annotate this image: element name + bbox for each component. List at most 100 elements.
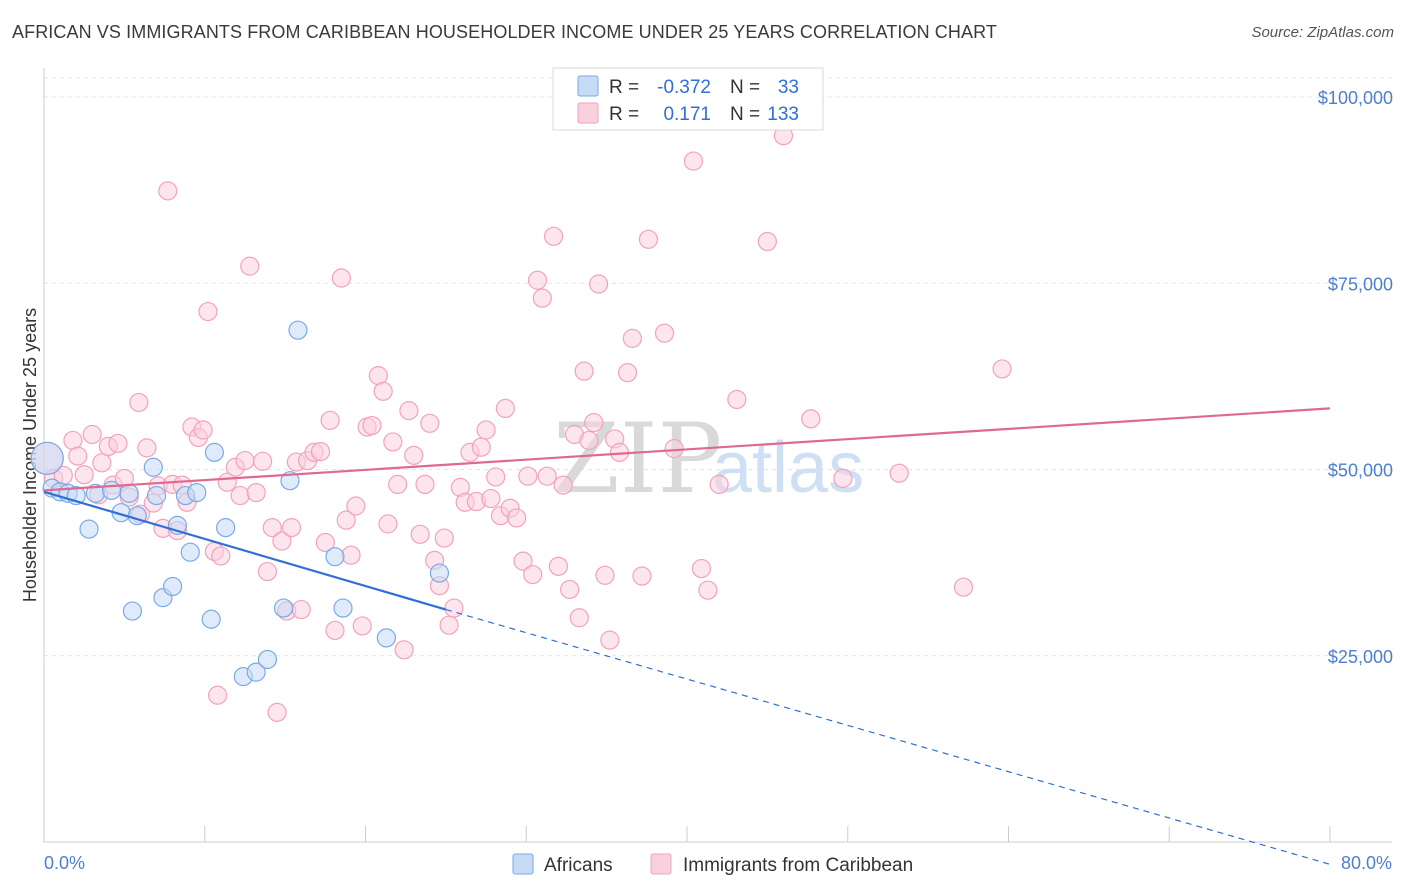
data-point xyxy=(394,640,414,660)
trend-lines xyxy=(43,407,1331,865)
data-point xyxy=(336,510,356,530)
data-point xyxy=(333,598,353,618)
data-point xyxy=(240,256,260,276)
data-point xyxy=(481,488,501,509)
series-legend: Africans Immigrants from Caribbean xyxy=(512,853,913,876)
data-point xyxy=(262,518,282,538)
x-tick-label-max: 80.0% xyxy=(1341,853,1392,873)
data-point xyxy=(216,518,236,538)
legend-n-value-0: 33 xyxy=(778,77,799,98)
legend-r-label-1: R = xyxy=(609,104,639,125)
data-point xyxy=(291,599,311,620)
x-ticks xyxy=(43,826,1331,842)
data-point xyxy=(579,430,599,451)
series-caribbean-points xyxy=(30,126,1012,722)
legend-r-value-0: -0.372 xyxy=(657,77,711,98)
data-point xyxy=(211,546,231,566)
data-point xyxy=(429,563,450,583)
data-point xyxy=(230,485,250,506)
data-point xyxy=(574,361,594,381)
data-point xyxy=(543,226,564,246)
data-point xyxy=(444,598,464,618)
data-point xyxy=(193,420,213,440)
data-point xyxy=(341,545,361,565)
watermark-atlas: atlas xyxy=(712,428,864,508)
data-point xyxy=(727,389,747,410)
data-point xyxy=(801,409,821,429)
data-point xyxy=(352,616,372,636)
data-point xyxy=(617,363,638,383)
data-point xyxy=(388,474,408,494)
data-point xyxy=(595,565,615,585)
data-point xyxy=(208,685,228,705)
data-point xyxy=(325,547,345,567)
data-point xyxy=(383,432,403,452)
data-point xyxy=(315,532,335,553)
data-point xyxy=(320,410,340,430)
data-point xyxy=(518,466,538,486)
data-point xyxy=(513,551,533,571)
data-point xyxy=(92,453,112,473)
data-point xyxy=(404,445,424,465)
data-point xyxy=(632,566,652,586)
data-point xyxy=(198,301,218,322)
data-point xyxy=(68,446,88,466)
trend-line-africans xyxy=(43,490,447,611)
data-point xyxy=(588,274,609,294)
data-point xyxy=(362,415,382,436)
data-point xyxy=(638,229,659,249)
data-point xyxy=(101,480,122,500)
data-point xyxy=(709,474,729,494)
data-point xyxy=(569,608,589,628)
y-tick-labels: $25,000 $50,000 $75,000 $100,000 xyxy=(1318,88,1393,667)
data-point xyxy=(833,468,853,489)
data-point xyxy=(201,609,221,629)
data-point xyxy=(119,483,139,503)
data-point xyxy=(600,630,620,650)
data-point xyxy=(346,496,366,516)
data-point xyxy=(122,601,143,621)
data-point xyxy=(553,475,573,495)
data-point xyxy=(253,451,273,471)
data-point xyxy=(82,424,102,445)
data-point xyxy=(584,412,604,433)
chart-source: Source: ZipAtlas.com xyxy=(1251,24,1394,41)
data-point xyxy=(204,442,224,462)
bottom-legend-swatch-africans xyxy=(512,853,534,875)
data-point xyxy=(272,531,292,551)
stats-legend: R = -0.372 N = 33 R = 0.171 N = 133 xyxy=(552,67,824,131)
data-point xyxy=(280,471,300,491)
data-point xyxy=(683,151,704,171)
data-point xyxy=(376,628,396,648)
data-point xyxy=(74,465,94,485)
data-point xyxy=(698,580,718,600)
watermark-zip: ZIP xyxy=(553,403,722,515)
legend-n-label-1: N = xyxy=(730,104,760,125)
data-point xyxy=(267,702,287,722)
series-africans-points xyxy=(30,320,450,687)
data-point xyxy=(992,359,1012,379)
data-point xyxy=(378,514,398,534)
y-tick-label: $50,000 xyxy=(1328,461,1393,481)
data-point xyxy=(180,542,200,562)
y-tick-label: $75,000 xyxy=(1328,274,1393,294)
data-point xyxy=(146,485,167,506)
data-point xyxy=(495,398,515,419)
legend-swatch-africans xyxy=(577,75,599,97)
data-point xyxy=(507,508,527,528)
data-point xyxy=(415,474,435,494)
data-point xyxy=(434,528,454,548)
data-point xyxy=(622,328,642,348)
bottom-legend-swatch-caribbean xyxy=(650,853,672,875)
y-tick-label: $100,000 xyxy=(1318,88,1393,108)
trend-line-caribbean xyxy=(43,407,1331,492)
data-point xyxy=(281,518,302,538)
x-tick-label-min: 0.0% xyxy=(44,853,85,873)
data-point xyxy=(246,482,266,503)
data-point xyxy=(471,437,491,457)
watermark: ZIP atlas xyxy=(553,403,864,515)
y-tick-label: $25,000 xyxy=(1328,647,1393,667)
data-point xyxy=(664,439,684,459)
data-point xyxy=(523,564,543,585)
